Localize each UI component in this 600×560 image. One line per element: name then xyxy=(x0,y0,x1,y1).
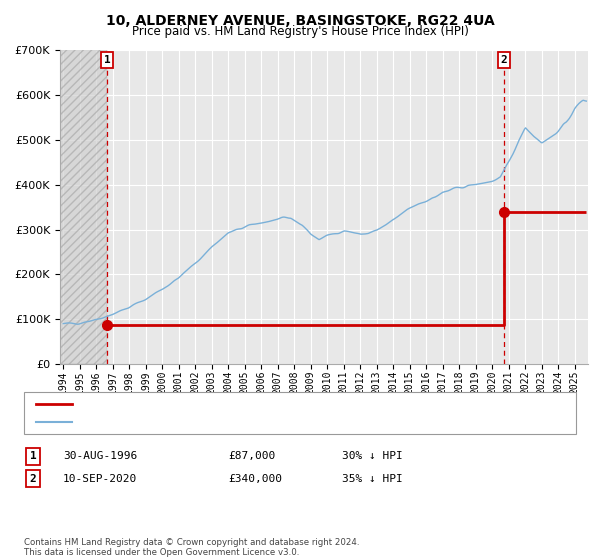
Text: Contains HM Land Registry data © Crown copyright and database right 2024.
This d: Contains HM Land Registry data © Crown c… xyxy=(24,538,359,557)
Text: 10-SEP-2020: 10-SEP-2020 xyxy=(63,474,137,484)
Text: 1: 1 xyxy=(29,451,37,461)
Text: £340,000: £340,000 xyxy=(228,474,282,484)
Text: 1: 1 xyxy=(104,55,110,65)
Text: 2: 2 xyxy=(29,474,37,484)
Text: 2: 2 xyxy=(500,55,507,65)
Text: HPI: Average price, detached house, Basingstoke and Deane: HPI: Average price, detached house, Basi… xyxy=(78,417,394,427)
Text: 10, ALDERNEY AVENUE, BASINGSTOKE, RG22 4UA (detached house): 10, ALDERNEY AVENUE, BASINGSTOKE, RG22 4… xyxy=(78,399,433,409)
Bar xyxy=(60,50,107,364)
Text: 10, ALDERNEY AVENUE, BASINGSTOKE, RG22 4UA: 10, ALDERNEY AVENUE, BASINGSTOKE, RG22 4… xyxy=(106,14,494,28)
Text: Price paid vs. HM Land Registry's House Price Index (HPI): Price paid vs. HM Land Registry's House … xyxy=(131,25,469,38)
Text: 30% ↓ HPI: 30% ↓ HPI xyxy=(342,451,403,461)
Text: 30-AUG-1996: 30-AUG-1996 xyxy=(63,451,137,461)
Text: 35% ↓ HPI: 35% ↓ HPI xyxy=(342,474,403,484)
Text: £87,000: £87,000 xyxy=(228,451,275,461)
